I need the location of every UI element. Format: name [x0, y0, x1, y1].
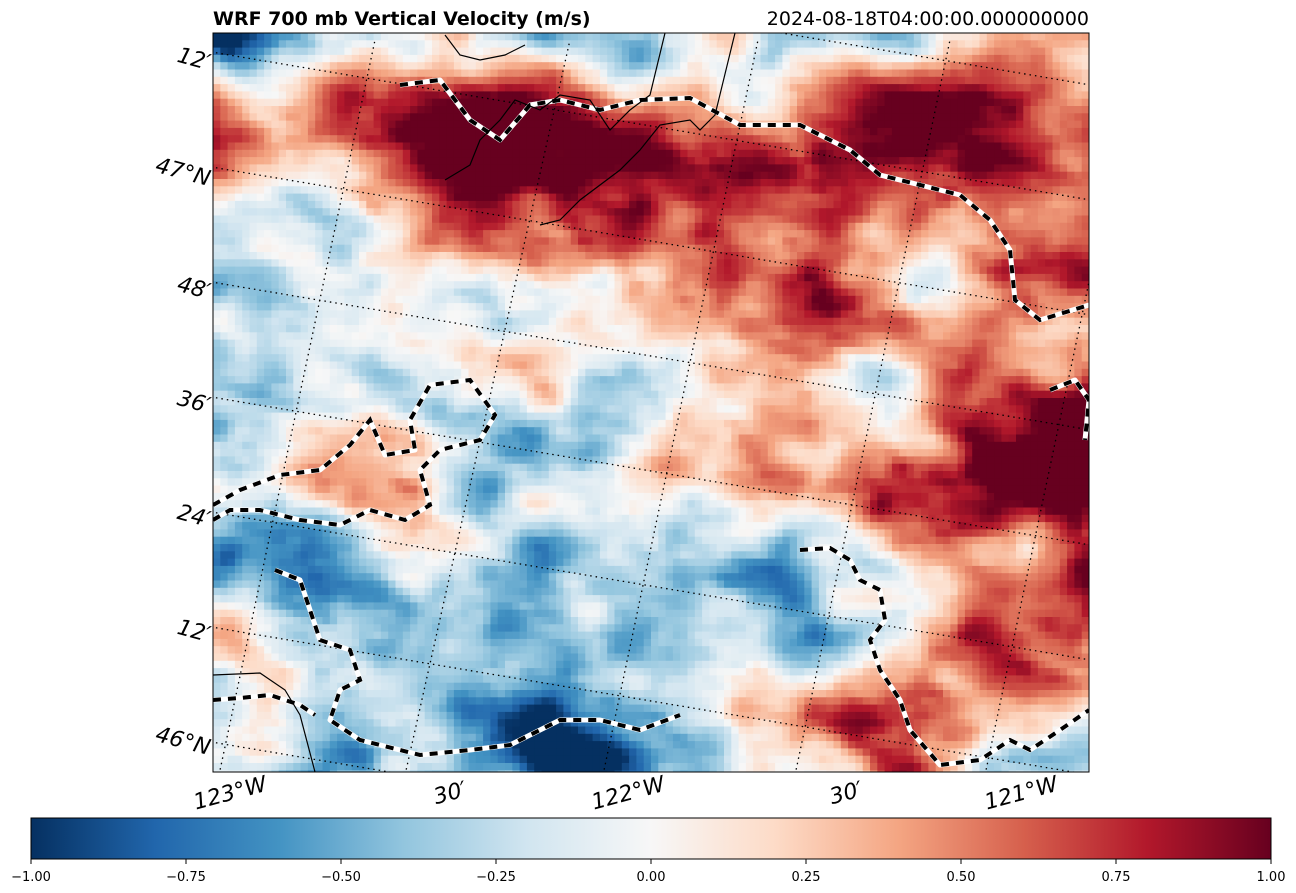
lat-label: 48′ — [175, 272, 213, 305]
colorbar — [31, 818, 1271, 859]
lon-label: 30′ — [431, 777, 469, 810]
coastline — [539, 33, 736, 226]
valid-time: 2024-08-18T04:00:00.000000000 — [767, 8, 1089, 30]
lat-label: 46°N — [153, 722, 213, 761]
lon-label: 123°W — [191, 772, 271, 816]
lat-label: 12′ — [175, 615, 213, 648]
colorbar-tick-label: 0.50 — [947, 870, 976, 885]
graticule-lat-line — [213, 396, 1089, 546]
coastline — [444, 34, 526, 61]
colorbar-tick-label: −1.00 — [11, 870, 51, 885]
colorbar-tick-label: −0.50 — [321, 870, 361, 885]
graticule-lon-line — [1185, 40, 1296, 775]
borders — [213, 33, 1089, 772]
colorbar-tick-label: 1.00 — [1257, 870, 1286, 885]
graticule-lat-line — [213, 511, 1089, 661]
colorbar-tick-label: 0.00 — [637, 870, 666, 885]
graticule-lat-line — [777, 33, 1089, 86]
border-line — [799, 545, 1089, 768]
lat-label: 24′ — [175, 500, 213, 533]
border-line — [213, 692, 317, 717]
border-line — [274, 568, 681, 758]
graticule-lat-line — [213, 166, 1089, 316]
coastline — [213, 672, 316, 772]
graticule-lon-line — [405, 39, 571, 772]
border-line — [213, 377, 498, 528]
lon-label: 121°W — [982, 772, 1062, 816]
lon-label: 122°W — [589, 772, 669, 816]
lon-label: 30′ — [827, 777, 865, 810]
graticule-lat-line — [213, 51, 1089, 201]
graticule-lat-line — [213, 741, 394, 772]
chart-title: WRF 700 mb Vertical Velocity (m/s) — [213, 8, 591, 30]
colorbar-tick-label: 0.25 — [792, 870, 821, 885]
lat-label: 12′ — [175, 43, 213, 76]
coastline — [444, 33, 666, 181]
graticule-lat-line — [213, 281, 1089, 431]
map-panel — [213, 33, 1296, 775]
graticule — [213, 33, 1296, 775]
map-frame — [212, 32, 1090, 773]
colorbar-tick-label: −0.75 — [166, 870, 206, 885]
border-line — [399, 77, 1089, 323]
velocity-heatmap — [213, 33, 1089, 772]
lon-labels: 123°W 30′ 122°W 30′ 121°W — [191, 772, 1062, 816]
border-halo — [1049, 377, 1089, 441]
colorbar-tick-label: −0.25 — [476, 870, 516, 885]
lat-labels: 46°N 12′ 24′ 36′ 48′ 47°N 12′ — [153, 43, 213, 761]
lat-label: 47°N — [153, 153, 213, 192]
lat-label: 36′ — [175, 386, 213, 419]
colorbar-ticks: −1.00 −0.75 −0.50 −0.25 0.00 0.25 0.50 0.75 1.00 — [11, 859, 1285, 885]
colorbar-tick-label: 0.75 — [1102, 870, 1131, 885]
